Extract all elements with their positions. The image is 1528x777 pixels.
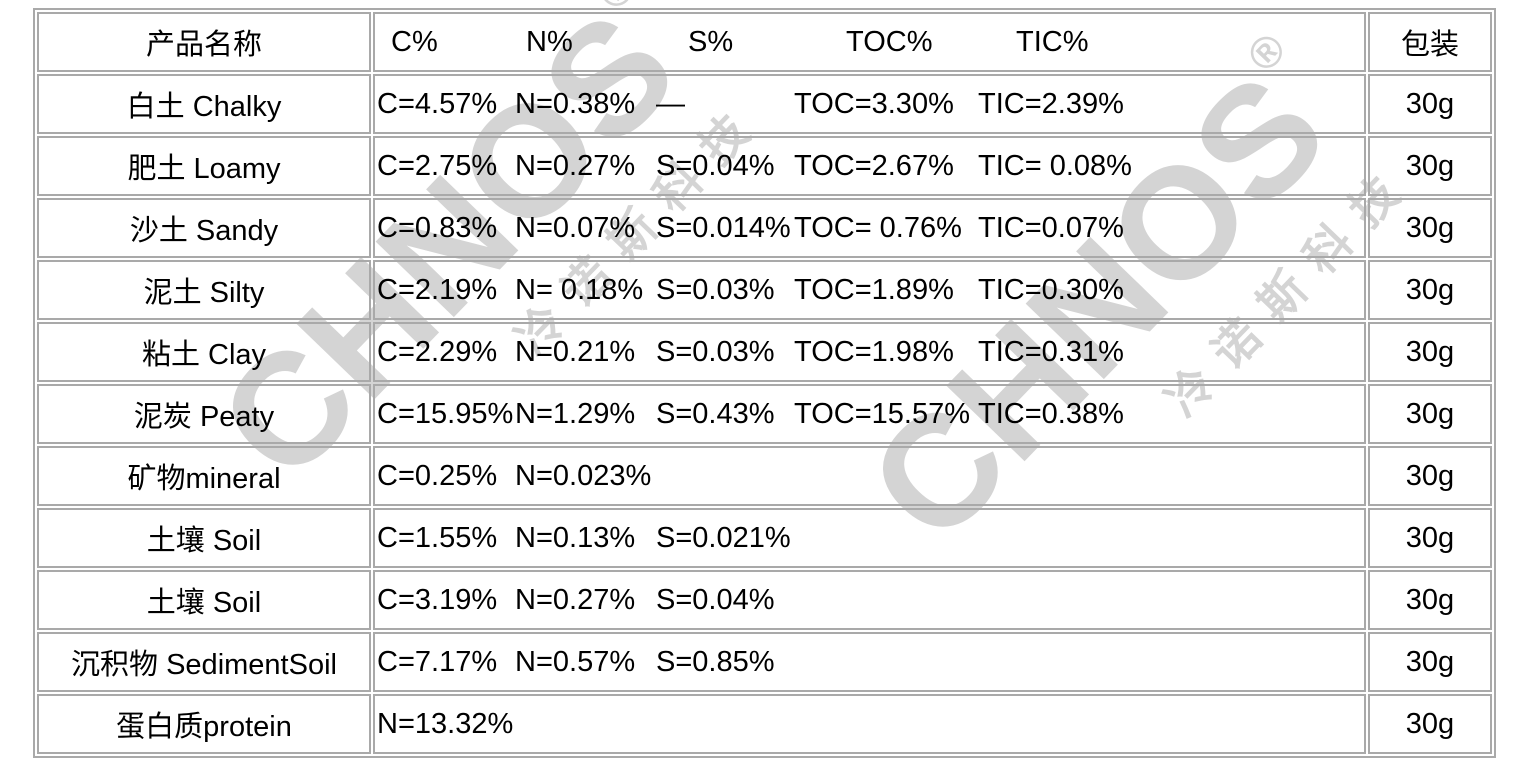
value-slot-0: C=1.55% [377, 521, 498, 554]
value-slot-0: C=2.29% [377, 335, 498, 368]
value-slot-2: S=0.04% [656, 583, 775, 616]
value-slot-2: S=0.43% [656, 397, 775, 430]
value-slot-1: N= 0.18% [515, 273, 644, 306]
value-slot-1: N=0.023% [515, 459, 652, 492]
product-name-cell: 肥土 Loamy [37, 136, 371, 196]
header-c-percent: C% [391, 25, 438, 58]
value-slot-4: TIC= 0.08% [978, 149, 1132, 182]
value-slot-1: N=0.57% [515, 645, 636, 678]
header-product-name: 产品名称 [37, 12, 371, 72]
value-slot-4: TIC=2.39% [978, 87, 1124, 120]
product-name-cell: 白土 Chalky [37, 74, 371, 134]
product-name-cell: 沙土 Sandy [37, 198, 371, 258]
value-slot-2: S=0.03% [656, 335, 775, 368]
values-cell: N=13.32% [373, 694, 1366, 754]
package-cell: 30g [1368, 384, 1492, 444]
header-row: 产品名称 C% N% S% TOC% TIC% 包装 [37, 12, 1492, 72]
value-slot-0: C=4.57% [377, 87, 498, 120]
values-cell: C=15.95% N=1.29% S=0.43% TOC=15.57% TIC=0.38… [373, 384, 1366, 444]
values-cell: C=3.19% N=0.27% S=0.04% [373, 570, 1366, 630]
values-cell: C=4.57% N=0.38% — TOC=3.30% TIC=2.39% [373, 74, 1366, 134]
table-row: 土壤 Soil C=3.19% N=0.27% S=0.04% 30g [37, 570, 1492, 630]
package-cell: 30g [1368, 74, 1492, 134]
table-row: 沙土 Sandy C=0.83% N=0.07% S=0.014% TOC= 0.76%… [37, 198, 1492, 258]
table-row: 泥土 Silty C=2.19% N= 0.18% S=0.03% TOC=1.89% T… [37, 260, 1492, 320]
product-name-cell: 矿物mineral [37, 446, 371, 506]
values-cell: C=2.29% N=0.21% S=0.03% TOC=1.98% TIC=0.31% [373, 322, 1366, 382]
product-spec-table: 产品名称 C% N% S% TOC% TIC% 包装 白土 Chalky C=4.… [33, 8, 1496, 758]
header-package: 包装 [1368, 12, 1492, 72]
value-slot-0: C=0.25% [377, 459, 498, 492]
product-name-cell: 蛋白质protein [37, 694, 371, 754]
package-cell: 30g [1368, 322, 1492, 382]
product-name-cell: 泥炭 Peaty [37, 384, 371, 444]
value-slot-1: N=0.27% [515, 149, 636, 182]
values-cell: C=7.17% N=0.57% S=0.85% [373, 632, 1366, 692]
package-cell: 30g [1368, 632, 1492, 692]
header-values: C% N% S% TOC% TIC% [373, 12, 1366, 72]
value-slot-0: C=7.17% [377, 645, 498, 678]
value-slot-1: N=0.13% [515, 521, 636, 554]
value-slot-1: N=0.21% [515, 335, 636, 368]
value-slot-2: S=0.03% [656, 273, 775, 306]
table-row: 肥土 Loamy C=2.75% N=0.27% S=0.04% TOC=2.67% TI… [37, 136, 1492, 196]
table-row: 泥炭 Peaty C=15.95% N=1.29% S=0.43% TOC=15.57%… [37, 384, 1492, 444]
table-row: 沉积物 SedimentSoil C=7.17% N=0.57% S=0.85% 30g [37, 632, 1492, 692]
value-slot-3: TOC=1.89% [794, 273, 954, 306]
values-cell: C=2.75% N=0.27% S=0.04% TOC=2.67% TIC= 0.08% [373, 136, 1366, 196]
package-cell: 30g [1368, 136, 1492, 196]
value-slot-3: TOC=3.30% [794, 87, 954, 120]
value-slot-4: TIC=0.31% [978, 335, 1124, 368]
header-s-percent: S% [688, 25, 734, 58]
values-cell: C=0.25% N=0.023% [373, 446, 1366, 506]
value-slot-2: S=0.85% [656, 645, 775, 678]
product-name-cell: 粘土 Clay [37, 322, 371, 382]
value-slot-0: C=2.75% [377, 149, 498, 182]
value-slot-3: TOC=2.67% [794, 149, 954, 182]
package-cell: 30g [1368, 446, 1492, 506]
table-row: 土壤 Soil C=1.55% N=0.13% S=0.021% 30g [37, 508, 1492, 568]
value-slot-1: N=0.07% [515, 211, 636, 244]
package-cell: 30g [1368, 570, 1492, 630]
value-slot-4: TIC=0.38% [978, 397, 1124, 430]
value-slot-1: N=1.29% [515, 397, 636, 430]
value-slot-2: S=0.014% [656, 211, 791, 244]
value-slot-1: N=0.27% [515, 583, 636, 616]
values-cell: C=0.83% N=0.07% S=0.014% TOC= 0.76% TIC=0.07… [373, 198, 1366, 258]
table-row: 蛋白质protein N=13.32% 30g [37, 694, 1492, 754]
value-slot-4: TIC=0.07% [978, 211, 1124, 244]
product-name-cell: 土壤 Soil [37, 508, 371, 568]
value-slot-0: C=15.95% [377, 397, 514, 430]
package-cell: 30g [1368, 198, 1492, 258]
product-name-cell: 土壤 Soil [37, 570, 371, 630]
header-toc-percent: TOC% [846, 25, 933, 58]
product-name-cell: 沉积物 SedimentSoil [37, 632, 371, 692]
value-slot-2: S=0.021% [656, 521, 791, 554]
value-slot-2: — [656, 87, 685, 120]
value-slot-3: TOC= 0.76% [794, 211, 962, 244]
value-slot-0: N=13.32% [377, 707, 514, 740]
values-cell: C=1.55% N=0.13% S=0.021% [373, 508, 1366, 568]
header-n-percent: N% [526, 25, 573, 58]
value-slot-3: TOC=15.57% [794, 397, 970, 430]
table-row: 白土 Chalky C=4.57% N=0.38% — TOC=3.30% TIC=2.3… [37, 74, 1492, 134]
value-slot-2: S=0.04% [656, 149, 775, 182]
value-slot-0: C=0.83% [377, 211, 498, 244]
package-cell: 30g [1368, 260, 1492, 320]
value-slot-3: TOC=1.98% [794, 335, 954, 368]
value-slot-0: C=3.19% [377, 583, 498, 616]
value-slot-1: N=0.38% [515, 87, 636, 120]
package-cell: 30g [1368, 508, 1492, 568]
value-slot-0: C=2.19% [377, 273, 498, 306]
product-name-cell: 泥土 Silty [37, 260, 371, 320]
header-tic-percent: TIC% [1016, 25, 1089, 58]
table-row: 粘土 Clay C=2.29% N=0.21% S=0.03% TOC=1.98% TIC… [37, 322, 1492, 382]
package-cell: 30g [1368, 694, 1492, 754]
value-slot-4: TIC=0.30% [978, 273, 1124, 306]
values-cell: C=2.19% N= 0.18% S=0.03% TOC=1.89% TIC=0.30% [373, 260, 1366, 320]
table-row: 矿物mineral C=0.25% N=0.023% 30g [37, 446, 1492, 506]
